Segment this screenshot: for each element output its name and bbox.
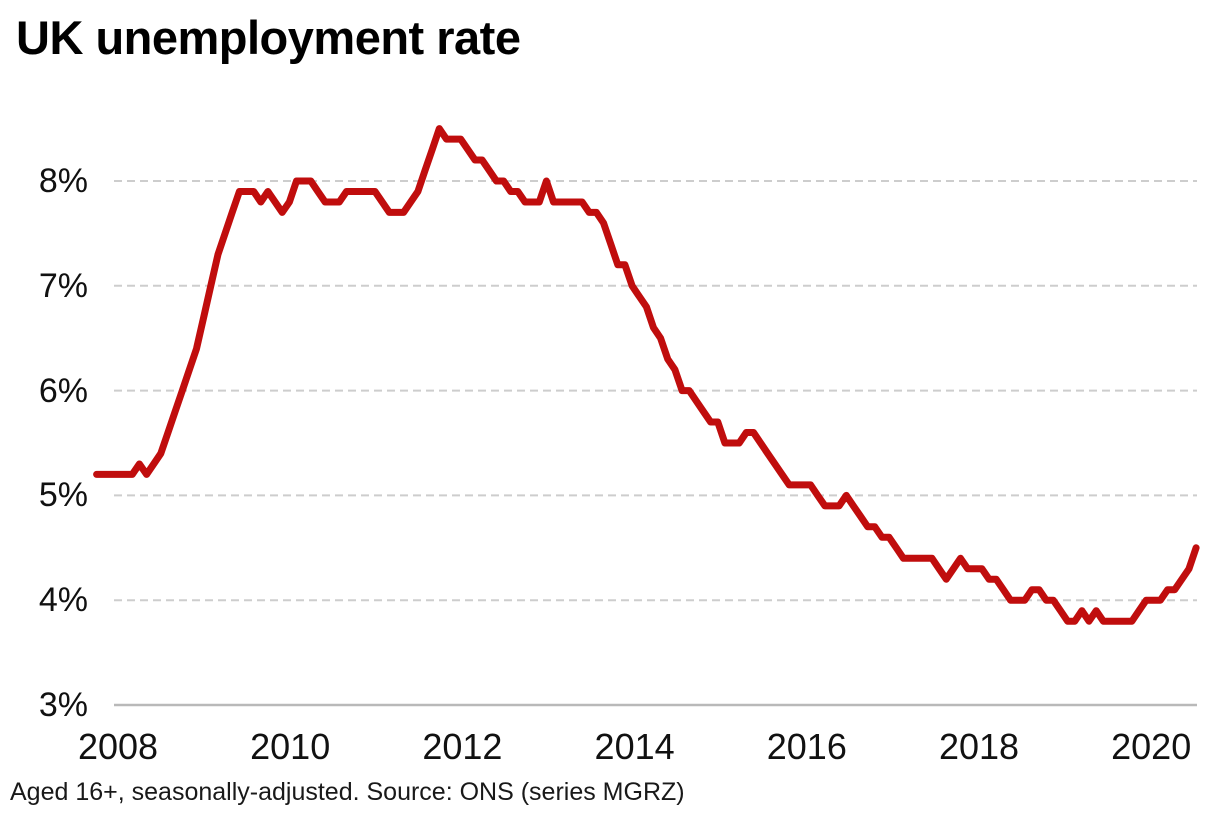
x-tick-2018: 2018 <box>938 726 1020 767</box>
y-tick-8pct: 8% <box>38 162 88 200</box>
x-tick-2010: 2010 <box>250 726 331 767</box>
unemployment-rate-line <box>93 125 1200 625</box>
y-tick-7pct: 7% <box>38 266 88 305</box>
chart-footnote: Aged 16+, seasonally-adjusted. Source: O… <box>10 778 685 806</box>
gridlines <box>114 180 1197 707</box>
y-tick-4pct: 4% <box>38 581 88 620</box>
x-tick-2016: 2016 <box>766 726 847 767</box>
y-tick-6pct: 6% <box>38 371 88 410</box>
x-tick-2020: 2020 <box>1111 726 1192 767</box>
y-tick-3pct: 3% <box>38 686 88 724</box>
x-tick-2014: 2014 <box>594 726 675 767</box>
y-tick-5pct: 5% <box>38 476 88 515</box>
x-tick-2012: 2012 <box>422 726 503 767</box>
x-tick-2008: 2008 <box>77 726 159 767</box>
chart-title: UK unemployment rate <box>16 11 521 64</box>
